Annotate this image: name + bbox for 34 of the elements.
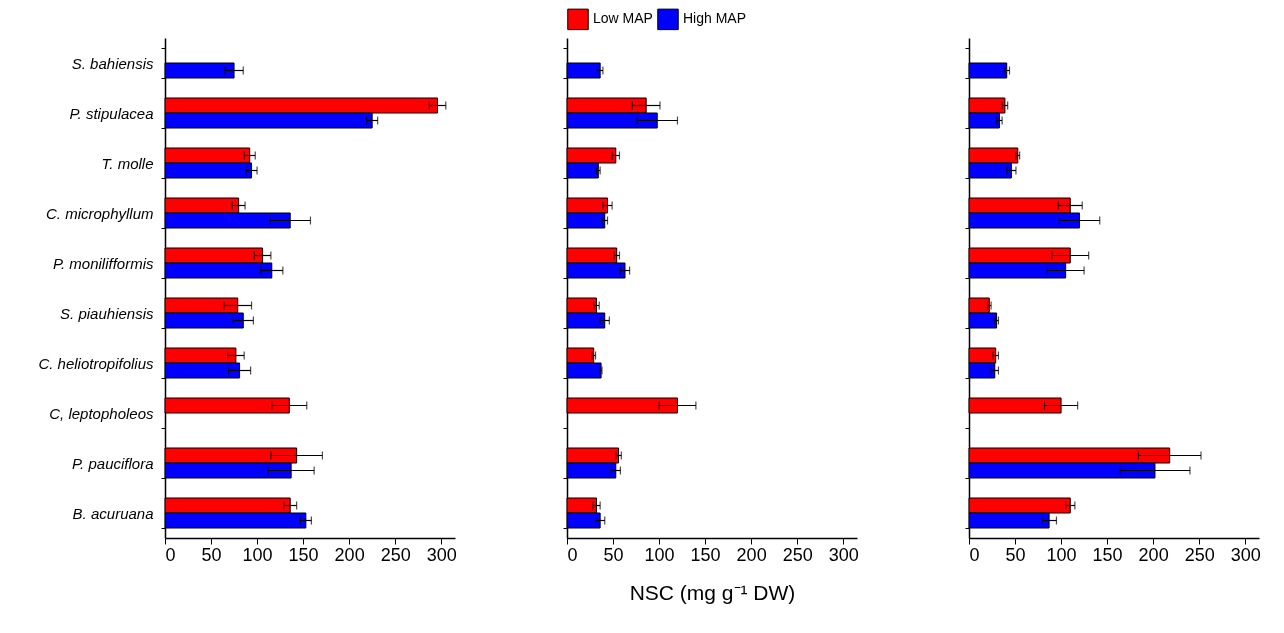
legend-label: High MAP: [683, 10, 747, 27]
x-tick-label: 150: [288, 544, 319, 565]
x-tick-label: 300: [426, 544, 457, 565]
x-tick-label: 0: [165, 544, 176, 565]
x-tick-label: 150: [1092, 544, 1123, 565]
y-tick-label: C, leptopholeos: [49, 404, 154, 422]
x-tick-label: 250: [1184, 544, 1215, 565]
y-tick-label: C. microphyllum: [45, 204, 154, 222]
x-tick-label: 250: [782, 544, 813, 565]
x-tick-label: 200: [1138, 544, 1169, 565]
x-tick-label: 300: [828, 544, 859, 565]
x-axis-title: NSC (mg g⁻¹ DW): [629, 580, 796, 604]
y-tick-label: P. pauciflora: [72, 454, 154, 472]
x-tick-label: 50: [1005, 544, 1026, 565]
y-tick-label: T. molle: [101, 154, 154, 172]
legend-label: Low MAP: [593, 10, 653, 27]
y-tick-label: S. bahiensis: [71, 54, 154, 72]
x-tick-label: 50: [201, 544, 222, 565]
y-tick-label: B. acuruana: [72, 504, 154, 522]
y-tick-label: S. piauhiensis: [60, 304, 154, 322]
x-tick-label: 100: [644, 544, 675, 565]
x-tick-label: 100: [1046, 544, 1077, 565]
x-tick-label: 50: [603, 544, 624, 565]
y-tick-label: P. monilifformis: [52, 254, 154, 272]
x-tick-label: 0: [969, 544, 980, 565]
x-tick-label: 200: [736, 544, 767, 565]
x-tick-label: 300: [1230, 544, 1261, 565]
x-tick-label: 250: [380, 544, 411, 565]
x-tick-label: 150: [690, 544, 721, 565]
y-tick-label: P. stipulacea: [69, 104, 154, 122]
x-tick-label: 100: [242, 544, 273, 565]
x-tick-label: 200: [334, 544, 365, 565]
y-tick-label: C. heliotropifolius: [38, 354, 154, 372]
x-tick-label: 0: [567, 544, 578, 565]
